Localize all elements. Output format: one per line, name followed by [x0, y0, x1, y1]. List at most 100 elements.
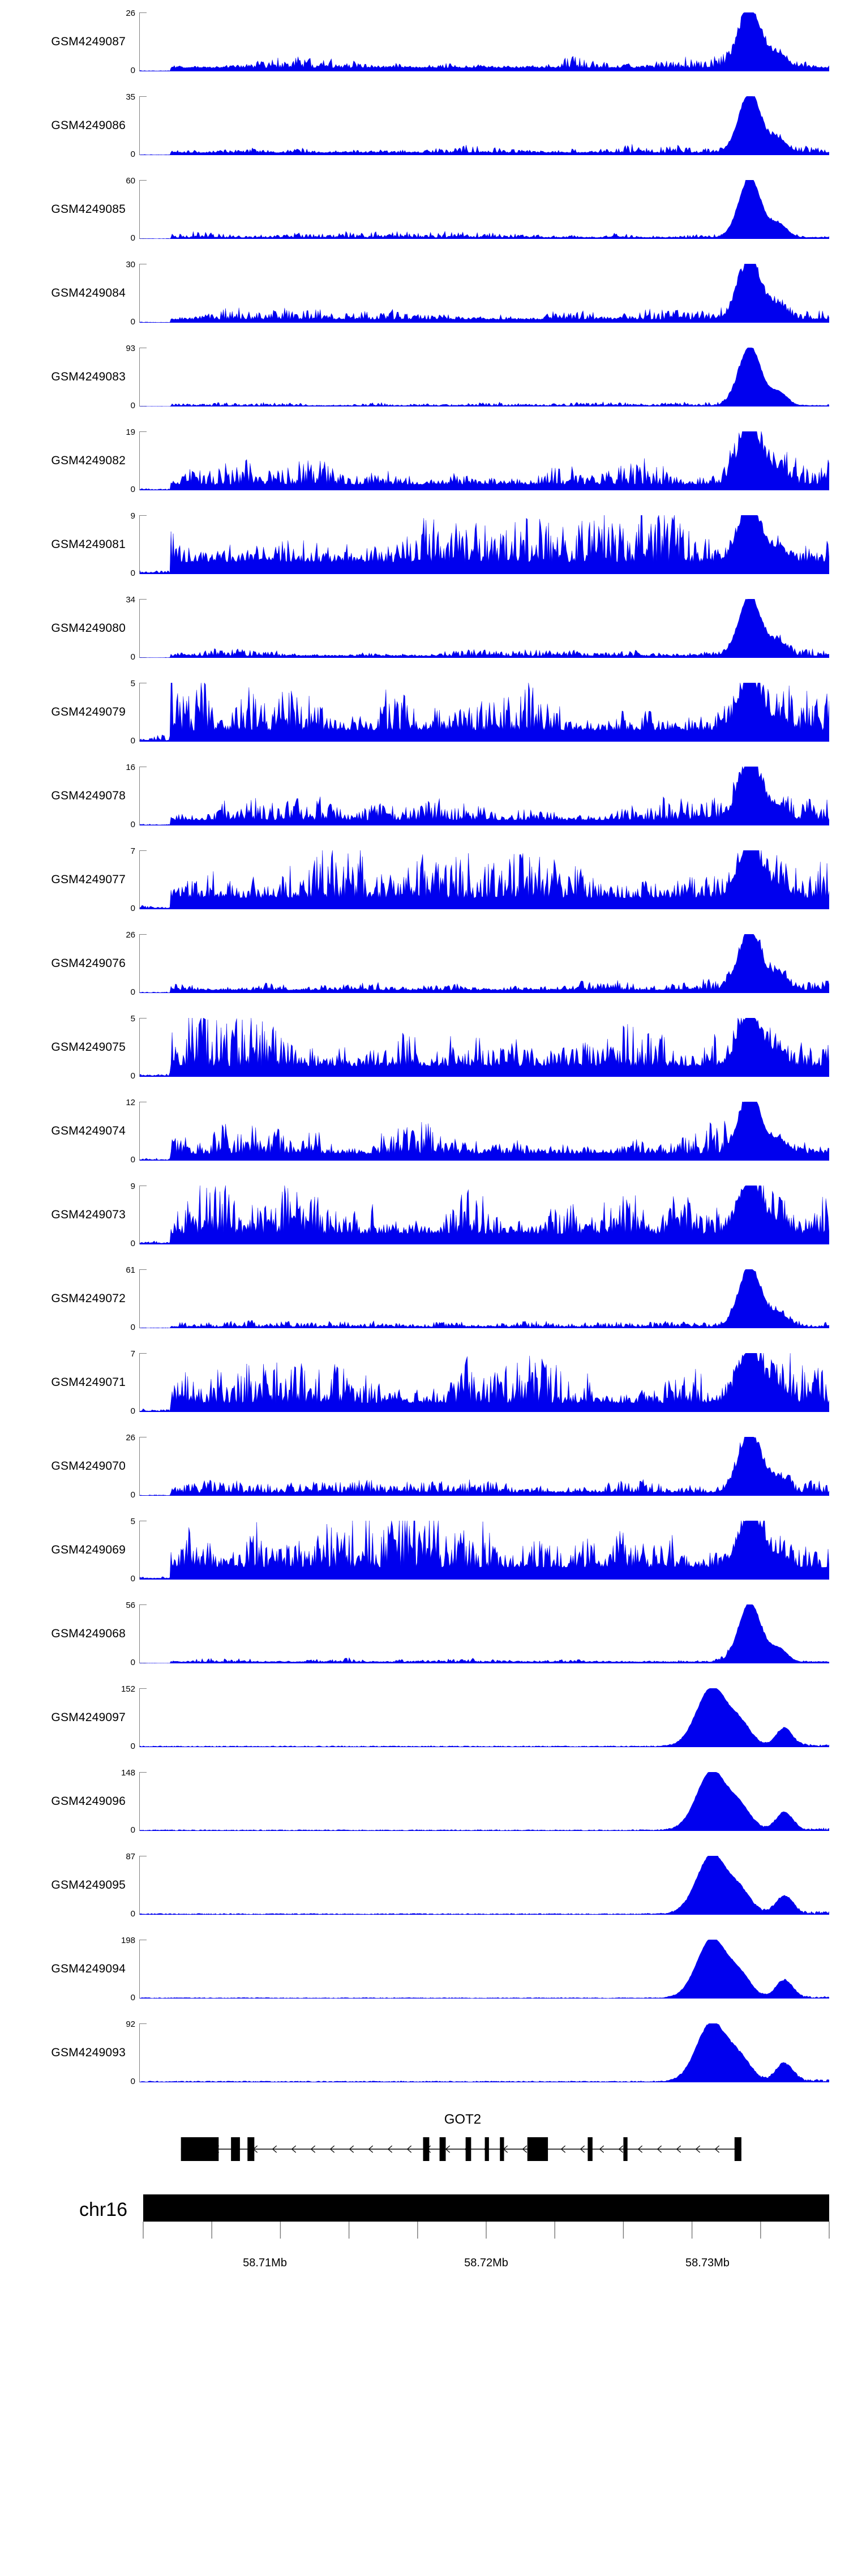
coverage-area [140, 1772, 829, 1831]
y-axis-zero-label: 0 [130, 1741, 135, 1751]
y-axis-zero-label: 0 [130, 485, 135, 494]
y-axis-line [139, 1186, 140, 1244]
coverage-area [140, 599, 829, 658]
chromosome-label: chr16 [79, 2199, 127, 2220]
coverage-area [140, 1604, 829, 1663]
track-sample-label: GSM4249095 [51, 1878, 126, 1892]
coordinate-ruler: 58.71Mb 58.72Mb 58.73Mb [0, 2248, 849, 2287]
y-axis-max-label: 9 [130, 1182, 135, 1191]
y-axis-tick-max [139, 850, 147, 851]
track-sample-label: GSM4249083 [51, 370, 126, 383]
coverage-area [140, 934, 829, 993]
track-plot-area: 35 0 [126, 93, 829, 159]
y-axis-zero-label: 0 [130, 736, 135, 746]
coverage-area [140, 1353, 829, 1412]
coverage-track-list: GSM4249087 26 0 GSM4249086 35 0 GSM4249085 60 0 G… [0, 0, 849, 2095]
track-sample-label: GSM4249085 [51, 203, 126, 216]
y-axis-line [139, 850, 140, 909]
track-plot-area: 92 0 [126, 2020, 829, 2086]
coverage-area [140, 1018, 829, 1077]
track-sample-label: GSM4249078 [51, 789, 126, 802]
y-axis-line [139, 1521, 140, 1580]
track-plot-area: 60 0 [126, 177, 829, 242]
track-sample-label: GSM4249093 [51, 2046, 126, 2059]
track-sample-label: GSM4249096 [51, 1795, 126, 1808]
y-axis-zero-label: 0 [130, 317, 135, 327]
y-axis-line [139, 348, 140, 406]
y-axis-zero-label: 0 [130, 1993, 135, 2002]
y-axis-max-label: 26 [126, 1433, 135, 1443]
track-plot-area: 198 0 [121, 1936, 829, 2002]
coverage-track: GSM4249071 7 0 [0, 1341, 849, 1424]
chromosome-ideogram-track: chr16 [0, 2180, 849, 2248]
coverage-area [140, 431, 829, 490]
chromosome-bar [143, 2194, 829, 2222]
track-sample-label: GSM4249084 [51, 286, 126, 299]
coverage-track: GSM4249093 92 0 [0, 2011, 849, 2095]
y-axis-max-label: 5 [130, 1517, 135, 1526]
y-axis-line [139, 264, 140, 323]
coverage-area [140, 12, 829, 71]
y-axis-tick-max [139, 180, 147, 181]
y-axis-zero-label: 0 [130, 149, 135, 159]
track-sample-label: GSM4249077 [51, 873, 126, 886]
y-axis-line [139, 515, 140, 574]
coverage-area [140, 1437, 829, 1496]
track-sample-label: GSM4249068 [51, 1627, 126, 1640]
track-plot-area: 19 0 [126, 428, 829, 494]
track-plot-area: 93 0 [126, 344, 829, 410]
y-axis-line [139, 934, 140, 993]
y-axis-line [139, 1102, 140, 1161]
y-axis-zero-label: 0 [130, 652, 135, 662]
y-axis-max-label: 19 [126, 427, 135, 437]
coverage-track: GSM4249087 26 0 [0, 0, 849, 84]
y-axis-line [139, 2023, 140, 2082]
coverage-track: GSM4249078 16 0 [0, 754, 849, 838]
track-plot-area: 30 0 [126, 260, 829, 326]
track-sample-label: GSM4249076 [51, 957, 126, 970]
coverage-track: GSM4249079 5 0 [0, 670, 849, 754]
y-axis-tick-max [139, 12, 147, 13]
y-axis-line [139, 767, 140, 825]
coverage-area [140, 1688, 829, 1747]
y-axis-max-label: 5 [130, 679, 135, 688]
track-sample-label: GSM4249094 [51, 1962, 126, 1975]
y-axis-tick-max [139, 599, 147, 600]
y-axis-zero-label: 0 [130, 1323, 135, 1332]
coverage-area [140, 1856, 829, 1915]
gene-model-track: GOT2 [0, 2095, 849, 2180]
track-sample-label: GSM4249073 [51, 1208, 126, 1221]
y-axis-zero-label: 0 [130, 1658, 135, 1667]
y-axis-max-label: 198 [121, 1936, 135, 1945]
coverage-track: GSM4249074 12 0 [0, 1089, 849, 1173]
track-sample-label: GSM4249086 [51, 119, 126, 132]
y-axis-tick-max [139, 2023, 147, 2024]
track-plot-area: 26 0 [126, 1434, 829, 1499]
track-plot-area: 12 0 [126, 1098, 829, 1164]
y-axis-max-label: 148 [121, 1768, 135, 1778]
y-axis-max-label: 152 [121, 1684, 135, 1694]
track-sample-label: GSM4249070 [51, 1460, 126, 1473]
y-axis-zero-label: 0 [130, 1490, 135, 1500]
coverage-track: GSM4249095 87 0 [0, 1843, 849, 1927]
coverage-area [140, 683, 829, 742]
y-axis-max-label: 61 [126, 1265, 135, 1275]
track-plot-area: 148 0 [121, 1769, 829, 1834]
y-axis-max-label: 16 [126, 763, 135, 772]
y-axis-tick-max [139, 1688, 147, 1689]
y-axis-line [139, 1856, 140, 1915]
y-axis-zero-label: 0 [130, 820, 135, 829]
coverage-area [140, 515, 829, 574]
y-axis-line [139, 1772, 140, 1831]
track-sample-label: GSM4249074 [51, 1124, 126, 1137]
y-axis-zero-label: 0 [130, 2077, 135, 2086]
y-axis-tick-max [139, 431, 147, 432]
track-sample-label: GSM4249097 [51, 1711, 126, 1724]
coverage-track: GSM4249097 152 0 [0, 1676, 849, 1760]
y-axis-zero-label: 0 [130, 401, 135, 410]
